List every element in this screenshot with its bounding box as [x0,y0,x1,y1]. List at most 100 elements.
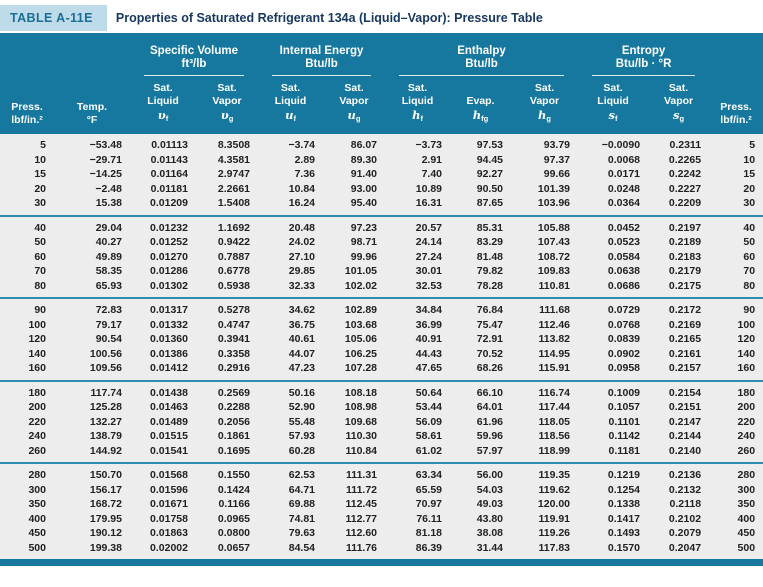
table-cell: 0.1101 [578,414,649,429]
table-cell: 81.18 [385,526,451,541]
table-row: 80 65.93 0.01302 0.5938 32.33 102.02 32.53 78.2… [0,278,763,298]
table-cell: 60 [0,249,54,264]
table-cell: 112.77 [323,511,386,526]
table-cell: 61.96 [450,414,512,429]
table-cell: 0.02002 [130,540,196,559]
table-row: 400 179.95 0.01758 0.0965 74.81 112.77 76.11 43… [0,511,763,526]
table-cell: 160 [0,361,54,381]
table-cell: 55.48 [258,414,324,429]
table-cell: 0.1009 [578,380,649,400]
column-header-temperature: Temp. °F [54,76,130,134]
table-cell: 0.0902 [578,346,649,361]
group-header-internal-energy: Internal Energy Btu/lb [258,33,386,76]
table-cell: 138.79 [54,429,130,444]
table-cell: 0.2197 [648,215,710,235]
table-cell: 52.90 [258,400,324,415]
table-cell: 2.9747 [196,167,259,182]
table-cell: 0.01270 [130,249,196,264]
table-cell: 53.44 [385,400,451,415]
table-row: 300 156.17 0.01596 0.1424 64.71 111.72 65.59 54… [0,482,763,497]
table-group: 180 117.74 0.01438 0.2569 50.16 108.18 50.64 66… [0,380,763,463]
table-cell: 0.1570 [578,540,649,559]
table-group: 90 72.83 0.01317 0.5278 34.62 102.89 34.84 76.8… [0,298,763,381]
table-row: 160 109.56 0.01412 0.2916 47.23 107.28 47.65 68… [0,361,763,381]
table-cell: 150.70 [54,463,130,483]
table-cell: 107.43 [511,235,579,250]
table-cell: 0.2147 [648,414,710,429]
table-cell: 103.68 [323,317,386,332]
table-cell: 108.98 [323,400,386,415]
table-cell: 0.2265 [648,152,710,167]
table-cell: 75.47 [450,317,512,332]
table-cell: 44.43 [385,346,451,361]
table-cell: 140 [0,346,54,361]
table-cell: 0.2056 [196,414,259,429]
table-cell: 38.08 [450,526,512,541]
table-cell: 90 [0,298,54,318]
table-cell: 117.83 [511,540,579,559]
table-cell: 68.26 [450,361,512,381]
symbol-uf: uf [285,108,296,123]
table-row: 5 −53.48 0.01113 8.3508 −3.74 86.07 −3.73 97.53… [0,134,763,153]
table-cell: 103.96 [511,196,579,216]
table-cell: 400 [709,511,763,526]
table-cell: 40 [709,215,763,235]
table-cell: 0.5938 [196,278,259,298]
table-cell: 90.50 [450,181,512,196]
table-cell: 59.96 [450,429,512,444]
table-cell: 62.53 [258,463,324,483]
table-cell: 57.97 [450,443,512,463]
table-cell: 110.81 [511,278,579,298]
table-cell: 93.00 [323,181,386,196]
table-row: 60 49.89 0.01270 0.7887 27.10 99.96 27.24 81.48… [0,249,763,264]
table-cell: 72.91 [450,332,512,347]
table-row: 180 117.74 0.01438 0.2569 50.16 108.18 50.64 66… [0,380,763,400]
table-cell: 109.83 [511,264,579,279]
group-header-row: Specific Volume ft³/lb Internal Energy B… [0,33,763,76]
table-cell: 79.82 [450,264,512,279]
table-cell: 180 [0,380,54,400]
table-cell: 500 [0,540,54,559]
column-header-pressure-left: Press. lbf/in.² [0,76,54,134]
table-cell: 0.0729 [578,298,649,318]
table-cell: 43.80 [450,511,512,526]
table-row: 200 125.28 0.01463 0.2288 52.90 108.98 53.44 64… [0,400,763,415]
table-cell: 111.76 [323,540,386,559]
table-cell: 118.56 [511,429,579,444]
table-cell: 65.93 [54,278,130,298]
table-cell: 40.61 [258,332,324,347]
table-cell: 500 [709,540,763,559]
table-cell: 97.23 [323,215,386,235]
table-cell: 111.31 [323,463,386,483]
table-cell: 27.10 [258,249,324,264]
table-cell: 111.72 [323,482,386,497]
table-cell: 112.45 [323,497,386,512]
table-group: 280 150.70 0.01568 0.1550 62.53 111.31 63.34 56… [0,463,763,559]
table-cell: 32.33 [258,278,324,298]
table-cell: 113.82 [511,332,579,347]
table-cell: 0.2047 [648,540,710,559]
table-cell: 108.72 [511,249,579,264]
table-cell: 109.68 [323,414,386,429]
table-cell: 0.2165 [648,332,710,347]
table-cell: 4.3581 [196,152,259,167]
table-cell: 100.56 [54,346,130,361]
column-header-vf: Sat. Liquid υf [130,76,196,134]
table-cell: 0.1181 [578,443,649,463]
table-cell: 125.28 [54,400,130,415]
table-cell: 0.0523 [578,235,649,250]
table-cell: 2.2661 [196,181,259,196]
table-cell: 0.2118 [648,497,710,512]
table-cell: 0.2136 [648,463,710,483]
table-cell: 199.38 [54,540,130,559]
table-cell: 47.23 [258,361,324,381]
table-cell: 65.59 [385,482,451,497]
table-cell: 0.2132 [648,482,710,497]
table-cell: 120 [709,332,763,347]
table-row: 15 −14.25 0.01164 2.9747 7.36 91.40 7.40 92.27 9… [0,167,763,182]
table-cell: 0.0839 [578,332,649,347]
table-cell: 10 [709,152,763,167]
table-cell: 117.74 [54,380,130,400]
table-cell: 70.52 [450,346,512,361]
